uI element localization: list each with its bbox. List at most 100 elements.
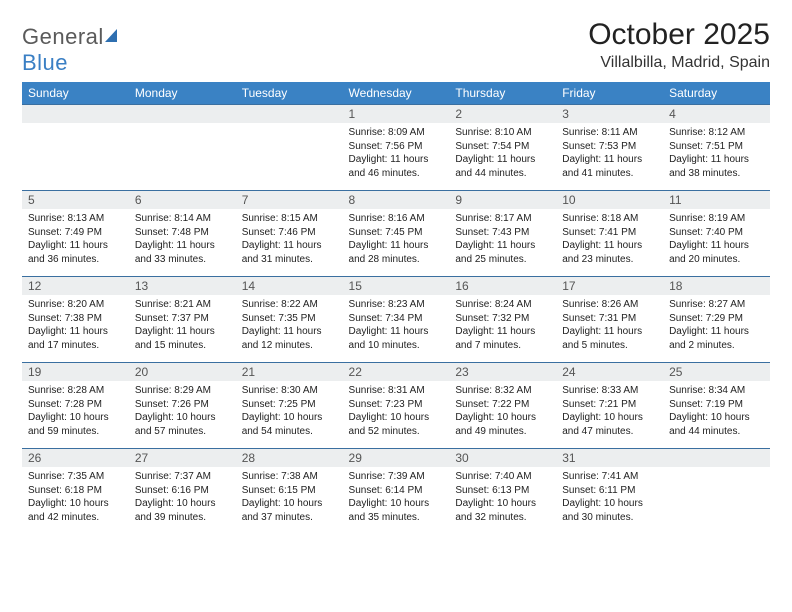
daylight-line-2: and 59 minutes.	[28, 425, 123, 439]
day-details: Sunrise: 8:14 AMSunset: 7:48 PMDaylight:…	[129, 209, 236, 270]
day-number-bar	[663, 449, 770, 467]
daylight-line-1: Daylight: 10 hours	[28, 411, 123, 425]
daylight-line-1: Daylight: 11 hours	[135, 325, 230, 339]
title-block: October 2025 Villalbilla, Madrid, Spain	[588, 18, 770, 72]
sunrise-line: Sunrise: 8:13 AM	[28, 212, 123, 226]
day-details: Sunrise: 8:12 AMSunset: 7:51 PMDaylight:…	[663, 123, 770, 184]
daylight-line-2: and 30 minutes.	[562, 511, 657, 525]
daylight-line-2: and 32 minutes.	[455, 511, 550, 525]
day-number: 12	[22, 277, 129, 295]
daylight-line-2: and 12 minutes.	[242, 339, 337, 353]
daylight-line-1: Daylight: 10 hours	[562, 497, 657, 511]
sunset-line: Sunset: 6:13 PM	[455, 484, 550, 498]
daylight-line-2: and 39 minutes.	[135, 511, 230, 525]
daylight-line-2: and 28 minutes.	[349, 253, 444, 267]
sunset-line: Sunset: 7:21 PM	[562, 398, 657, 412]
calendar-day-cell: 11Sunrise: 8:19 AMSunset: 7:40 PMDayligh…	[663, 191, 770, 277]
calendar-day-cell: 2Sunrise: 8:10 AMSunset: 7:54 PMDaylight…	[449, 105, 556, 191]
day-number: 4	[663, 105, 770, 123]
calendar-day-cell: 26Sunrise: 7:35 AMSunset: 6:18 PMDayligh…	[22, 449, 129, 535]
daylight-line-1: Daylight: 10 hours	[242, 497, 337, 511]
daylight-line-1: Daylight: 10 hours	[135, 411, 230, 425]
day-number: 13	[129, 277, 236, 295]
calendar-day-cell: 18Sunrise: 8:27 AMSunset: 7:29 PMDayligh…	[663, 277, 770, 363]
daylight-line-2: and 20 minutes.	[669, 253, 764, 267]
calendar-day-cell: 1Sunrise: 8:09 AMSunset: 7:56 PMDaylight…	[343, 105, 450, 191]
daylight-line-1: Daylight: 10 hours	[455, 497, 550, 511]
sunrise-line: Sunrise: 7:38 AM	[242, 470, 337, 484]
sunrise-line: Sunrise: 8:28 AM	[28, 384, 123, 398]
brand-name-gray: General	[22, 24, 104, 49]
day-number: 10	[556, 191, 663, 209]
day-number: 24	[556, 363, 663, 381]
day-details: Sunrise: 7:41 AMSunset: 6:11 PMDaylight:…	[556, 467, 663, 528]
daylight-line-2: and 2 minutes.	[669, 339, 764, 353]
sunrise-line: Sunrise: 8:23 AM	[349, 298, 444, 312]
daylight-line-2: and 5 minutes.	[562, 339, 657, 353]
day-details: Sunrise: 7:35 AMSunset: 6:18 PMDaylight:…	[22, 467, 129, 528]
day-number: 1	[343, 105, 450, 123]
day-number-bar	[236, 105, 343, 123]
day-number: 25	[663, 363, 770, 381]
daylight-line-2: and 31 minutes.	[242, 253, 337, 267]
calendar-day-cell: 28Sunrise: 7:38 AMSunset: 6:15 PMDayligh…	[236, 449, 343, 535]
sunset-line: Sunset: 7:54 PM	[455, 140, 550, 154]
daylight-line-2: and 47 minutes.	[562, 425, 657, 439]
weekday-header: Friday	[556, 82, 663, 105]
daylight-line-1: Daylight: 10 hours	[562, 411, 657, 425]
daylight-line-1: Daylight: 10 hours	[135, 497, 230, 511]
sunset-line: Sunset: 7:35 PM	[242, 312, 337, 326]
sunset-line: Sunset: 7:37 PM	[135, 312, 230, 326]
daylight-line-2: and 54 minutes.	[242, 425, 337, 439]
calendar-day-cell: 4Sunrise: 8:12 AMSunset: 7:51 PMDaylight…	[663, 105, 770, 191]
daylight-line-1: Daylight: 11 hours	[135, 239, 230, 253]
sunset-line: Sunset: 7:51 PM	[669, 140, 764, 154]
day-number: 30	[449, 449, 556, 467]
brand-logo: GeneralBlue	[22, 18, 122, 76]
daylight-line-1: Daylight: 10 hours	[349, 497, 444, 511]
day-number: 6	[129, 191, 236, 209]
sunrise-line: Sunrise: 8:33 AM	[562, 384, 657, 398]
weekday-header: Tuesday	[236, 82, 343, 105]
daylight-line-1: Daylight: 11 hours	[28, 239, 123, 253]
day-number: 8	[343, 191, 450, 209]
daylight-line-2: and 46 minutes.	[349, 167, 444, 181]
calendar-week-row: 12Sunrise: 8:20 AMSunset: 7:38 PMDayligh…	[22, 277, 770, 363]
sunset-line: Sunset: 6:16 PM	[135, 484, 230, 498]
daylight-line-2: and 38 minutes.	[669, 167, 764, 181]
calendar-day-cell: 7Sunrise: 8:15 AMSunset: 7:46 PMDaylight…	[236, 191, 343, 277]
day-number: 5	[22, 191, 129, 209]
day-number: 2	[449, 105, 556, 123]
sunrise-line: Sunrise: 8:29 AM	[135, 384, 230, 398]
sunrise-line: Sunrise: 7:40 AM	[455, 470, 550, 484]
calendar-week-row: 1Sunrise: 8:09 AMSunset: 7:56 PMDaylight…	[22, 105, 770, 191]
calendar-day-cell: 20Sunrise: 8:29 AMSunset: 7:26 PMDayligh…	[129, 363, 236, 449]
daylight-line-2: and 15 minutes.	[135, 339, 230, 353]
day-details: Sunrise: 8:30 AMSunset: 7:25 PMDaylight:…	[236, 381, 343, 442]
sunrise-line: Sunrise: 8:18 AM	[562, 212, 657, 226]
day-number: 11	[663, 191, 770, 209]
calendar-day-cell: 21Sunrise: 8:30 AMSunset: 7:25 PMDayligh…	[236, 363, 343, 449]
day-number: 22	[343, 363, 450, 381]
sunset-line: Sunset: 7:34 PM	[349, 312, 444, 326]
sunset-line: Sunset: 7:45 PM	[349, 226, 444, 240]
daylight-line-2: and 37 minutes.	[242, 511, 337, 525]
daylight-line-1: Daylight: 11 hours	[455, 239, 550, 253]
calendar-day-cell: 10Sunrise: 8:18 AMSunset: 7:41 PMDayligh…	[556, 191, 663, 277]
daylight-line-1: Daylight: 11 hours	[349, 239, 444, 253]
calendar-day-cell: 24 Sunrise: 8:33 AMSunset: 7:21 PMDayligh…	[556, 363, 663, 449]
daylight-line-2: and 42 minutes.	[28, 511, 123, 525]
day-number: 31	[556, 449, 663, 467]
day-number: 15	[343, 277, 450, 295]
day-details: Sunrise: 8:29 AMSunset: 7:26 PMDaylight:…	[129, 381, 236, 442]
daylight-line-2: and 7 minutes.	[455, 339, 550, 353]
sunrise-line: Sunrise: 8:17 AM	[455, 212, 550, 226]
calendar-week-row: 26Sunrise: 7:35 AMSunset: 6:18 PMDayligh…	[22, 449, 770, 535]
sunset-line: Sunset: 6:14 PM	[349, 484, 444, 498]
daylight-line-2: and 10 minutes.	[349, 339, 444, 353]
day-number: 28	[236, 449, 343, 467]
daylight-line-2: and 36 minutes.	[28, 253, 123, 267]
day-details: Sunrise: 8:21 AMSunset: 7:37 PMDaylight:…	[129, 295, 236, 356]
day-details: Sunrise: 8:09 AMSunset: 7:56 PMDaylight:…	[343, 123, 450, 184]
calendar-day-cell: 12Sunrise: 8:20 AMSunset: 7:38 PMDayligh…	[22, 277, 129, 363]
